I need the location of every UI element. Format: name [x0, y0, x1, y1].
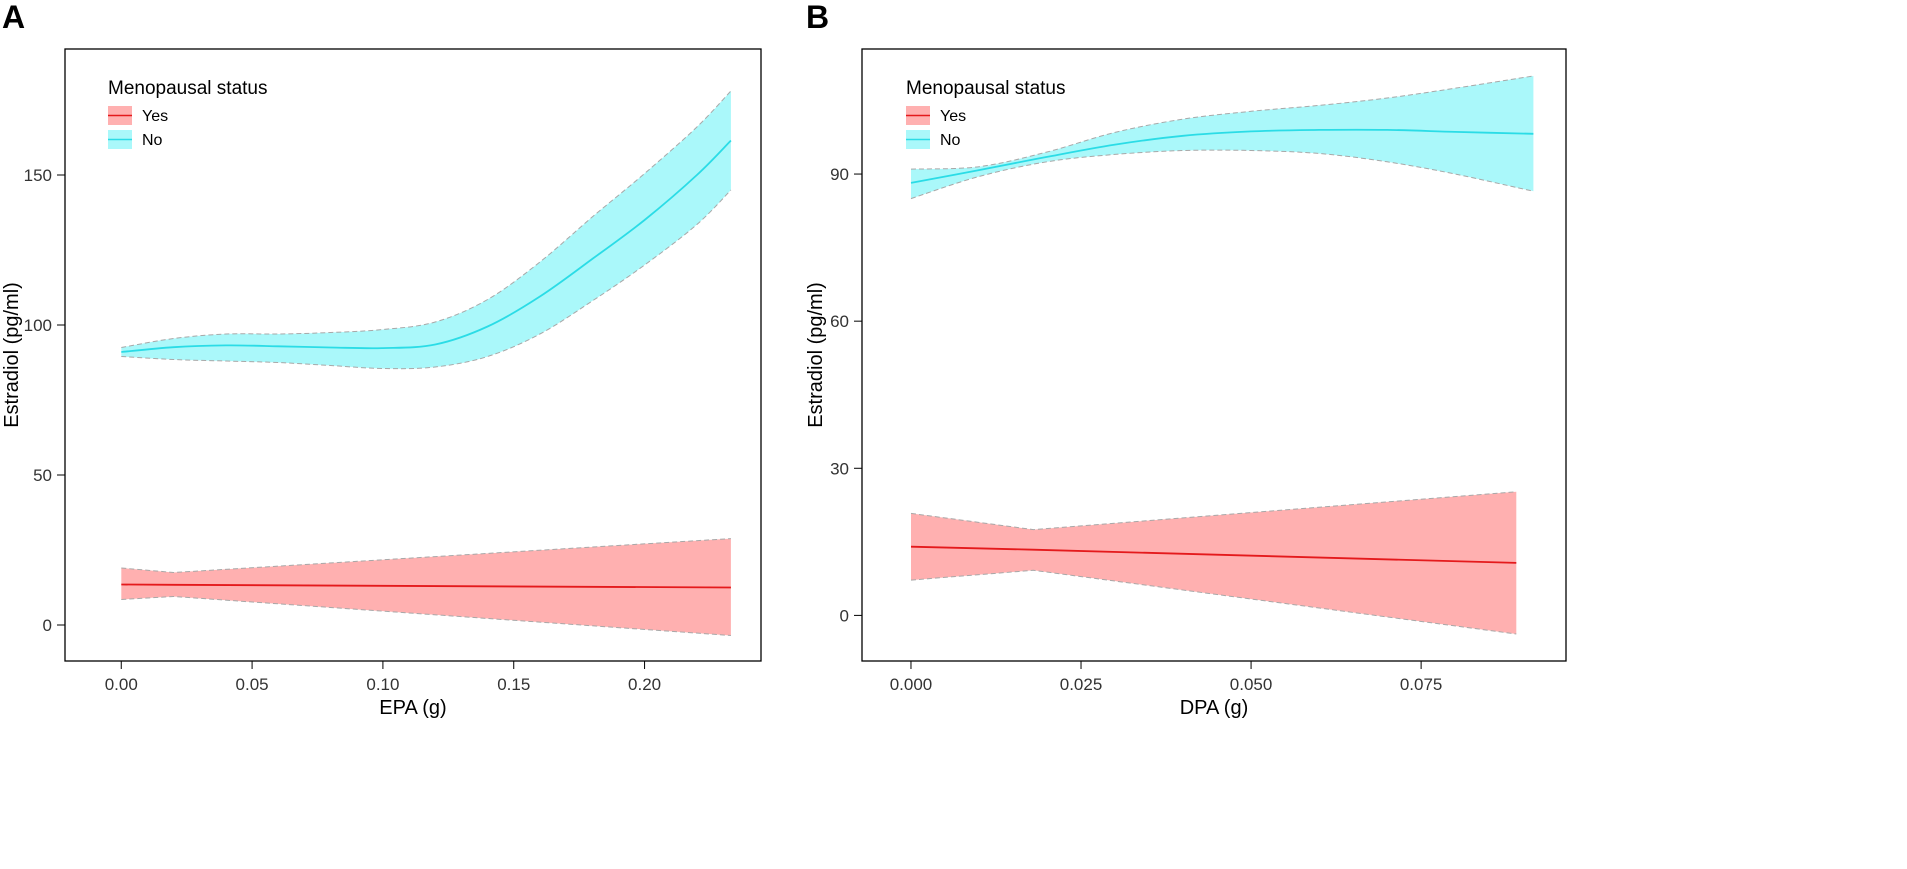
x-tick-label-a: 0.20 — [628, 675, 661, 694]
panel-label-b: B — [806, 0, 829, 35]
x-axis-b: 0.000 0.025 0.050 0.075 — [890, 660, 1443, 694]
panel-a: A 0.00 0.05 0.10 0.15 0.20 0 50 100 150 EPA (g)… — [1, 0, 762, 719]
ci-upper-bound-yes-b — [910, 491, 1517, 531]
ci-lower-bound-no-b — [910, 149, 1534, 200]
legend-title-b: Menopausal status — [906, 78, 1066, 99]
y-axis-b: 0 30 60 90 — [830, 165, 863, 625]
confidence-bands-b — [910, 75, 1534, 635]
ci-band-no-a — [121, 91, 731, 369]
panel-label-a: A — [2, 0, 25, 35]
x-tick-label-b: 0.075 — [1400, 675, 1443, 694]
y-axis-a: 0 50 100 150 — [24, 166, 66, 635]
y-tick-label-b: 30 — [830, 459, 849, 478]
x-tick-label-a: 0.10 — [366, 675, 399, 694]
x-tick-label-a: 0.05 — [236, 675, 269, 694]
ci-upper-bound-no-a — [121, 90, 732, 348]
panel-b: B 0.000 0.025 0.050 0.075 0 30 60 90 DPA (g) E… — [805, 0, 1567, 719]
y-axis-title-b: Estradiol (pg/ml) — [805, 282, 827, 428]
x-axis-title-a: EPA (g) — [379, 697, 446, 719]
ci-band-no-b — [911, 76, 1534, 199]
y-tick-label-a: 100 — [24, 316, 52, 335]
y-tick-label-a: 0 — [43, 616, 52, 635]
y-tick-label-b: 0 — [840, 606, 849, 625]
x-tick-label-b: 0.050 — [1230, 675, 1273, 694]
y-axis-title-a: Estradiol (pg/ml) — [1, 282, 23, 428]
ci-lower-bound-yes-a — [121, 595, 731, 636]
ci-band-yes-a — [121, 538, 731, 636]
legend-a: Menopausal status Yes No — [108, 78, 268, 149]
trend-lines-a — [121, 139, 732, 589]
y-tick-label-a: 150 — [24, 166, 52, 185]
ci-lower-bound-no-a — [121, 189, 732, 370]
trend-line-yes-b — [910, 545, 1517, 564]
x-tick-label-b: 0.025 — [1060, 675, 1103, 694]
confidence-bands-a — [121, 90, 732, 636]
x-axis-a: 0.00 0.05 0.10 0.15 0.20 — [105, 660, 661, 694]
trend-lines-b — [910, 128, 1534, 564]
ci-upper-bound-yes-a — [121, 538, 731, 574]
legend-label-yes-a: Yes — [142, 108, 168, 125]
trend-line-yes-a — [121, 583, 731, 589]
y-tick-label-a: 50 — [33, 466, 52, 485]
x-tick-label-b: 0.000 — [890, 675, 933, 694]
legend-label-no-a: No — [142, 132, 163, 149]
x-axis-title-b: DPA (g) — [1180, 697, 1249, 719]
legend-label-no-b: No — [940, 132, 961, 149]
ci-upper-bound-no-b — [910, 75, 1534, 170]
legend-label-yes-b: Yes — [940, 108, 966, 125]
y-tick-label-b: 90 — [830, 165, 849, 184]
trend-line-no-b — [910, 128, 1534, 184]
x-tick-label-a: 0.15 — [497, 675, 530, 694]
x-tick-label-a: 0.00 — [105, 675, 138, 694]
trend-line-no-a — [121, 139, 732, 353]
legend-b: Menopausal status Yes No — [906, 78, 1066, 149]
ci-lower-bound-yes-b — [910, 569, 1517, 635]
ci-band-yes-b — [911, 491, 1517, 634]
y-tick-label-b: 60 — [830, 312, 849, 331]
legend-title-a: Menopausal status — [108, 78, 268, 99]
